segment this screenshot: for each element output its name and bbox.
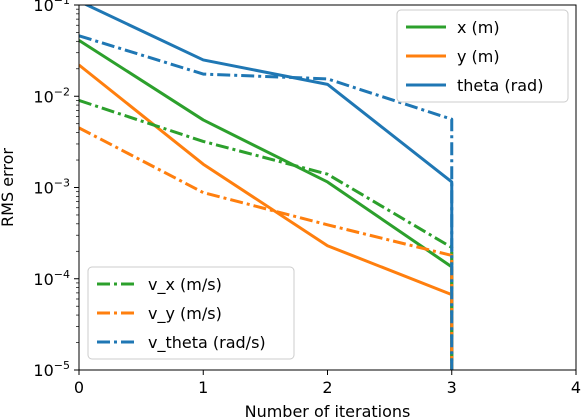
legend-bottom-left: v_x (m/s) v_y (m/s) v_theta (rad/s) (87, 266, 295, 360)
legend-frame (87, 266, 295, 360)
legend-top-right: x (m) y (m) theta (rad) (396, 9, 569, 103)
x-tick-label: 4 (571, 378, 581, 397)
legend-label-v-theta-rad-s: v_theta (rad/s) (148, 333, 266, 353)
x-axis-label: Number of iterations (245, 402, 411, 419)
legend-label-v-x-m-s: v_x (m/s) (148, 275, 222, 295)
legend-label-v-y-m-s: v_y (m/s) (148, 304, 222, 324)
legend-label-theta-rad: theta (rad) (457, 76, 543, 95)
x-tick-label: 3 (447, 378, 457, 397)
y-axis-label: RMS error (0, 148, 17, 227)
x-tick-label: 1 (198, 378, 208, 397)
y-tick-label: 10−1 (33, 0, 70, 15)
axes-layer: 0 1 2 3 4 10−5 10−4 10−3 10−2 10−1 (33, 0, 581, 397)
legend-label-y-m: y (m) (457, 47, 500, 66)
series-layer (79, 5, 454, 370)
y-tick-label: 10−2 (33, 85, 70, 106)
x-tick-label: 0 (74, 378, 84, 397)
legend-label-x-m: x (m) (457, 18, 500, 37)
y-tick-label: 10−5 (33, 359, 70, 380)
legend-frame (396, 9, 569, 103)
x-tick-label: 2 (322, 378, 332, 397)
y-tick-label: 10−3 (33, 177, 70, 198)
series-line-v-theta-rad-s (79, 34, 454, 370)
y-tick-label: 10−4 (33, 268, 70, 289)
legend-layer: x (m)y (m)theta (rad)v_x (m/s)v_y (m/s)v… (87, 9, 569, 360)
